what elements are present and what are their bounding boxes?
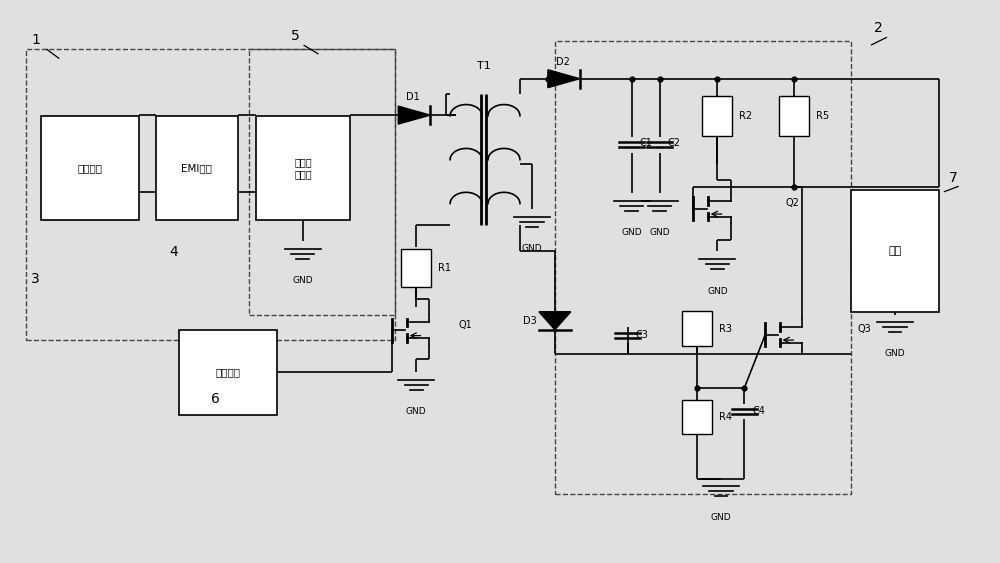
Polygon shape <box>398 106 430 124</box>
Text: 7: 7 <box>949 171 957 185</box>
Text: D3: D3 <box>523 316 537 326</box>
Bar <box>682 311 712 346</box>
Text: D2: D2 <box>556 57 570 67</box>
Text: GND: GND <box>621 228 642 237</box>
Text: Q3: Q3 <box>857 324 871 334</box>
Bar <box>555 41 851 494</box>
Text: C1: C1 <box>640 137 652 148</box>
Text: 5: 5 <box>291 29 299 43</box>
Text: Q1: Q1 <box>458 320 472 330</box>
Text: GND: GND <box>885 349 905 358</box>
Text: 负载: 负载 <box>888 246 902 256</box>
Bar <box>156 116 238 220</box>
Polygon shape <box>539 312 571 330</box>
Text: GND: GND <box>522 244 542 253</box>
Text: GND: GND <box>406 407 427 416</box>
Text: R1: R1 <box>438 263 451 273</box>
Text: R4: R4 <box>719 412 732 422</box>
Bar <box>26 49 395 340</box>
Bar <box>779 96 809 136</box>
Text: C3: C3 <box>636 330 648 339</box>
Text: Q2: Q2 <box>785 198 799 208</box>
Text: GND: GND <box>711 513 731 522</box>
Text: R5: R5 <box>816 111 829 121</box>
Text: 4: 4 <box>169 245 178 259</box>
Text: 桥式整
流电路: 桥式整 流电路 <box>294 157 312 179</box>
Text: 6: 6 <box>211 392 220 406</box>
Text: C2: C2 <box>668 137 681 148</box>
Text: 1: 1 <box>31 33 40 47</box>
Text: 驱动信号: 驱动信号 <box>215 367 240 377</box>
Text: T1: T1 <box>477 61 491 72</box>
Text: 2: 2 <box>874 21 883 35</box>
Bar <box>41 116 139 220</box>
Text: GND: GND <box>292 276 313 285</box>
Text: C4: C4 <box>752 406 765 417</box>
Text: 3: 3 <box>31 272 40 286</box>
Text: R3: R3 <box>719 324 732 333</box>
Text: GND: GND <box>707 287 728 296</box>
Text: EMI电路: EMI电路 <box>181 163 212 173</box>
Polygon shape <box>548 70 580 88</box>
Text: GND: GND <box>649 228 670 237</box>
Bar <box>851 190 939 312</box>
Text: 输入电源: 输入电源 <box>78 163 103 173</box>
Bar <box>401 249 431 287</box>
Bar <box>702 96 732 136</box>
Bar <box>682 400 712 435</box>
Bar <box>256 116 350 220</box>
Bar <box>249 49 395 315</box>
Bar <box>179 330 277 415</box>
Text: R2: R2 <box>739 111 752 121</box>
Text: D1: D1 <box>406 92 420 102</box>
